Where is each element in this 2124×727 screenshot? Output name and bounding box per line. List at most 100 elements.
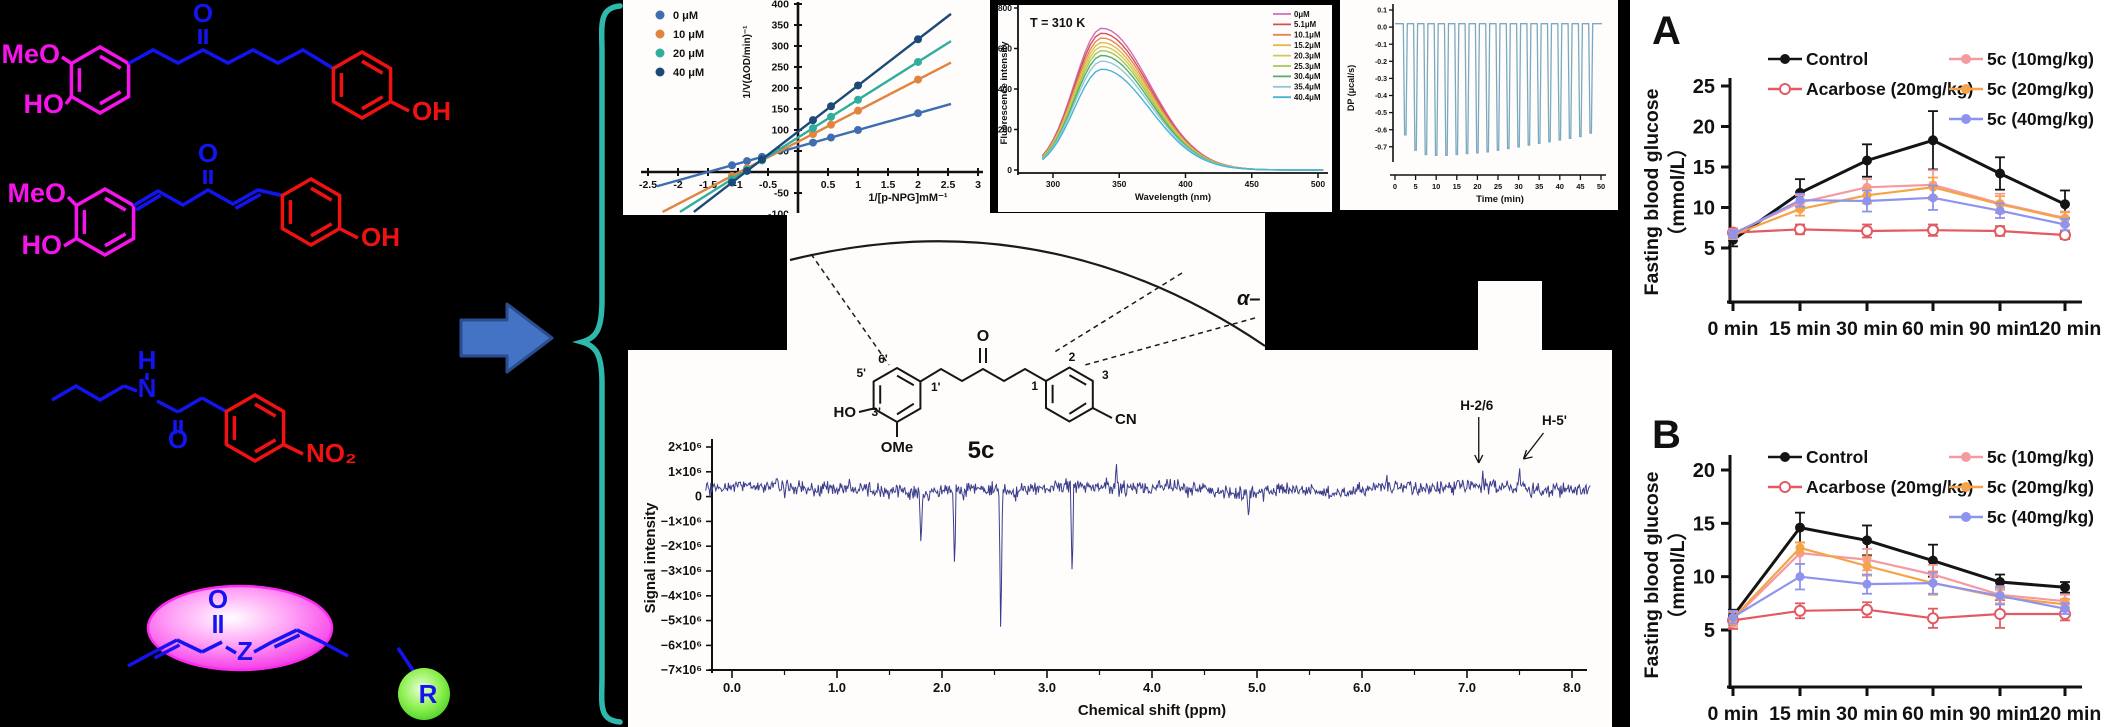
svg-text:15: 15: [1453, 182, 1461, 191]
svg-text:10: 10: [1693, 567, 1715, 589]
5c-cn: CN: [1115, 411, 1137, 428]
svg-text:-0.5: -0.5: [759, 179, 777, 191]
svg-text:−6×10⁶: −6×10⁶: [661, 638, 702, 652]
amide-oxygen-label: O: [168, 424, 188, 454]
svg-text:-2: -2: [673, 179, 682, 191]
svg-text:3: 3: [1102, 368, 1109, 382]
svg-text:350: 350: [1112, 179, 1126, 189]
nmr-ylabel: Signal intensity: [642, 502, 659, 614]
fl-curve-8: [1041, 68, 1324, 171]
fl-legend-label-8: 40.4μM: [1294, 93, 1320, 102]
fl-legend-label-0: 0μM: [1294, 10, 1310, 19]
x-tick-B-5: 120 min: [2029, 703, 2102, 725]
svg-text:-1: -1: [733, 179, 742, 191]
molecule-amide-nitrophenyl: H N O NO₂: [51, 345, 357, 468]
svg-text:−7×10⁶: −7×10⁶: [661, 663, 702, 677]
ketone-oxygen-label: O: [193, 0, 213, 28]
glu-B-line-2: [1732, 552, 2066, 621]
fl-title: T = 310 K: [1030, 16, 1085, 30]
x-tick-A-1: 15 min: [1769, 318, 1831, 340]
lb-legend-dot-0: [655, 10, 665, 20]
grouping-brace: [572, 3, 623, 725]
legend-A-3: 5c (20mg/kg): [1987, 79, 2094, 99]
fl-ylabel: Fluorescence intensity: [999, 41, 1010, 145]
svg-text:300: 300: [771, 41, 789, 53]
svg-text:0.0: 0.0: [723, 680, 741, 695]
svg-text:3.0: 3.0: [1038, 680, 1056, 695]
svg-text:350: 350: [771, 20, 789, 32]
svg-text:2.5: 2.5: [941, 179, 956, 191]
svg-text:500: 500: [1311, 179, 1325, 189]
svg-text:200: 200: [771, 83, 789, 95]
phenol-oh-label: OH: [361, 222, 400, 252]
nmr-upper-white: [787, 213, 1265, 350]
itc-trace: [1395, 23, 1602, 156]
lb-legend-label-2: 20 μM: [673, 48, 704, 60]
svg-text:4.0: 4.0: [1143, 680, 1161, 695]
svg-text:−1×10⁶: −1×10⁶: [661, 514, 702, 528]
lineweaver-burk-panel: -2.5-2-1.5-1-0.50.511.522.53-100-5050100…: [623, 0, 990, 215]
svg-text:-0.2: -0.2: [1375, 59, 1387, 66]
itc-ylabel: DP (μcal/s): [1346, 65, 1356, 111]
5c-ho: HO: [834, 404, 857, 421]
lb-line-0: [656, 102, 952, 188]
in-vivo-glucose-panel: A 5 10 15 20 25 0 min 15 min 30 min 60 min 90 min 1…: [1630, 0, 2124, 727]
lb-ylabel: 1/V(ΔOD/min)⁻¹: [742, 25, 753, 99]
glu-A-line-1: [1732, 228, 2066, 237]
glu-A-line-0: [1732, 138, 2066, 242]
svg-text:2.0: 2.0: [933, 680, 951, 695]
glu-B-line-0: [1731, 525, 2066, 618]
legend-B-4: 5c (40mg/kg): [1987, 507, 2094, 527]
ylabel1-A: Fasting blood glucose: [1641, 88, 1663, 295]
lb-legend-label-0: 0 μM: [673, 10, 698, 22]
lb-legend-dot-2: [655, 48, 665, 58]
svg-text:20: 20: [1473, 182, 1481, 191]
ylabel2-A: （mmol/L）: [1666, 138, 1689, 246]
svg-text:-0.1: -0.1: [1375, 42, 1387, 49]
fl-legend-label-5: 25.3μM: [1294, 62, 1320, 71]
svg-text:0.5: 0.5: [821, 179, 836, 191]
x-tick-A-5: 120 min: [2029, 318, 2102, 340]
svg-text:7.0: 7.0: [1458, 680, 1476, 695]
svg-text:20: 20: [1693, 460, 1715, 482]
right-arrow-icon: [459, 302, 554, 374]
molecule-curcumin-analog: MeO HO O OH: [7, 138, 400, 260]
alpha-glucosidase-label: α–: [1237, 288, 1261, 310]
svg-text:6.0: 6.0: [1353, 680, 1371, 695]
compound-5c-label: 5c: [968, 437, 995, 464]
svg-text:2: 2: [915, 179, 921, 191]
nmr-notch-white: [1478, 281, 1542, 351]
itc-panel: 0.1 0.0 -0.1 -0.2 -0.3 -0.4 -0.5 -0.6 -0.7 0 5 10 15…: [1340, 0, 1618, 210]
svg-text:600: 600: [998, 44, 1012, 54]
svg-text:0.1: 0.1: [1377, 8, 1387, 15]
x-tick-B-4: 90 min: [1969, 703, 2031, 725]
svg-text:15: 15: [1693, 157, 1715, 179]
svg-text:25: 25: [1494, 182, 1502, 191]
ylabel2-B: （mmol/L）: [1666, 521, 1689, 629]
svg-text:25: 25: [1693, 76, 1715, 98]
nmr-trace: [705, 464, 1591, 627]
phenol-oh-label: OH: [412, 96, 451, 126]
svg-text:−3×10⁶: −3×10⁶: [661, 564, 702, 578]
svg-text:-50: -50: [774, 188, 789, 200]
fl-curve-0: [1041, 27, 1324, 171]
svg-text:3': 3': [871, 405, 881, 419]
legend-B-1: Acarbose (20mg/kg): [1806, 477, 1973, 497]
legend-A-4: 5c (40mg/kg): [1987, 109, 2094, 129]
5c-ome: OMe: [881, 439, 914, 456]
std-nmr-panel: α– O HO OMe CN 6' 5' 1' 3' 2 1 3 5c 2×10⁶ 1×10⁶ 0 −1×10⁶…: [625, 213, 1614, 727]
fl-legend-label-6: 30.4μM: [1294, 72, 1320, 81]
svg-text:-2.5: -2.5: [639, 179, 657, 191]
x-tick-A-2: 30 min: [1836, 318, 1898, 340]
svg-text:-0.6: -0.6: [1375, 127, 1387, 134]
svg-text:35: 35: [1535, 182, 1543, 191]
x-tick-A-3: 60 min: [1902, 318, 1964, 340]
svg-text:3: 3: [975, 179, 981, 191]
svg-text:1.0: 1.0: [828, 680, 846, 695]
linker-z-label: Z: [237, 636, 253, 666]
glu-A-line-3: [1732, 186, 2066, 237]
svg-text:-0.7: -0.7: [1375, 144, 1387, 151]
svg-text:0: 0: [1007, 165, 1012, 175]
svg-text:8.0: 8.0: [1563, 680, 1581, 695]
lb-line-1: [662, 61, 952, 213]
